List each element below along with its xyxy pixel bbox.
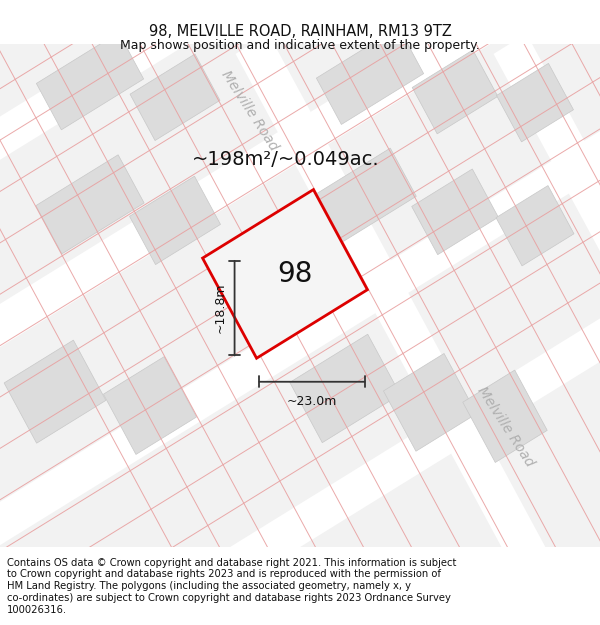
Text: co-ordinates) are subject to Crown copyright and database rights 2023 Ordnance S: co-ordinates) are subject to Crown copyr… [7,593,451,603]
Polygon shape [290,334,400,442]
Polygon shape [0,107,600,569]
Text: ~18.8m: ~18.8m [214,283,227,333]
Polygon shape [36,155,144,254]
Polygon shape [316,28,424,124]
Polygon shape [0,295,600,625]
Text: 98: 98 [277,260,313,288]
Polygon shape [496,186,574,266]
Polygon shape [494,34,600,573]
Text: 100026316.: 100026316. [7,605,67,615]
Polygon shape [412,50,498,134]
Text: HM Land Registry. The polygons (including the associated geometry, namely x, y: HM Land Registry. The polygons (includin… [7,581,411,591]
Text: 98, MELVILLE ROAD, RAINHAM, RM13 9TZ: 98, MELVILLE ROAD, RAINHAM, RM13 9TZ [149,24,451,39]
Polygon shape [497,63,574,142]
Polygon shape [236,34,548,573]
Text: Contains OS data © Crown copyright and database right 2021. This information is : Contains OS data © Crown copyright and d… [7,558,457,568]
Polygon shape [4,340,106,443]
Text: to Crown copyright and database rights 2023 and is reproduced with the permissio: to Crown copyright and database rights 2… [7,569,441,579]
Text: Melville Road: Melville Road [219,68,281,152]
Polygon shape [383,354,476,451]
Polygon shape [463,370,547,462]
Polygon shape [37,32,143,130]
Text: Melville Road: Melville Road [475,384,537,469]
Polygon shape [0,0,600,183]
Text: ~198m²/~0.049ac.: ~198m²/~0.049ac. [192,150,380,169]
Text: Map shows position and indicative extent of the property.: Map shows position and indicative extent… [120,39,480,52]
Polygon shape [304,148,416,250]
Polygon shape [103,357,197,454]
Polygon shape [130,176,220,264]
Polygon shape [130,54,220,141]
Text: ~23.0m: ~23.0m [287,394,337,408]
Polygon shape [412,169,499,254]
Polygon shape [203,189,367,358]
Polygon shape [0,0,600,371]
